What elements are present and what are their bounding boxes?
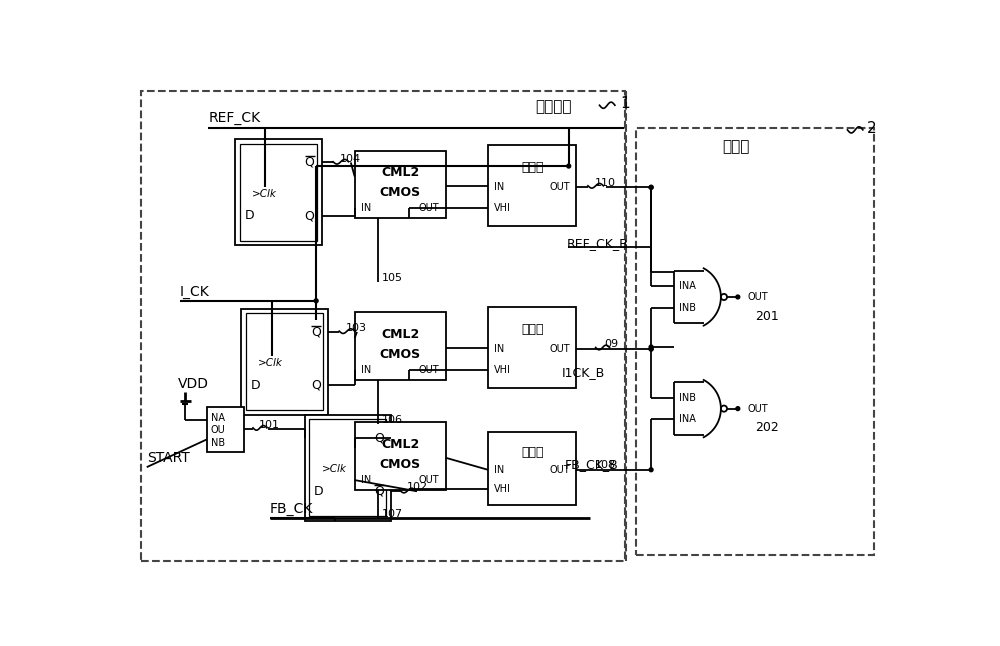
- Text: 105: 105: [382, 273, 403, 283]
- Text: I1CK_B: I1CK_B: [562, 366, 605, 379]
- Text: Q: Q: [374, 484, 384, 498]
- Bar: [246, 313, 323, 410]
- Bar: [488, 432, 576, 505]
- Text: D: D: [314, 484, 323, 498]
- Text: IN: IN: [361, 365, 371, 375]
- Text: Q: Q: [374, 432, 384, 444]
- Circle shape: [567, 164, 571, 168]
- Text: CML2: CML2: [381, 166, 419, 179]
- Text: FB_CK_B: FB_CK_B: [565, 458, 619, 472]
- Bar: [207, 407, 244, 452]
- Bar: [141, 91, 625, 561]
- Text: 缓冲器: 缓冲器: [521, 446, 543, 459]
- Text: OUT: OUT: [550, 182, 570, 193]
- Text: CMOS: CMOS: [380, 458, 421, 471]
- Bar: [636, 127, 874, 555]
- Text: I_CK: I_CK: [180, 285, 210, 298]
- Text: INB: INB: [679, 303, 696, 313]
- Text: 102: 102: [407, 483, 428, 492]
- Text: CML2: CML2: [381, 437, 419, 451]
- Text: IN: IN: [494, 464, 504, 475]
- Text: >Clk: >Clk: [252, 189, 277, 199]
- Text: 108: 108: [594, 460, 615, 470]
- Circle shape: [649, 347, 653, 351]
- Text: Q: Q: [305, 156, 314, 169]
- Text: 101: 101: [259, 420, 280, 430]
- Circle shape: [649, 347, 653, 351]
- Bar: [488, 307, 576, 388]
- Text: INB: INB: [679, 393, 696, 403]
- Text: FB_CK: FB_CK: [270, 502, 313, 516]
- Text: VHI: VHI: [494, 203, 511, 213]
- Text: 2: 2: [867, 121, 876, 136]
- Text: NB: NB: [211, 437, 225, 448]
- Text: 鉴相器: 鉴相器: [722, 140, 749, 154]
- Circle shape: [649, 345, 653, 349]
- Circle shape: [649, 185, 653, 189]
- Text: Q: Q: [311, 326, 321, 339]
- Text: D: D: [245, 209, 254, 222]
- Text: OUT: OUT: [419, 203, 439, 213]
- Text: 202: 202: [755, 421, 779, 434]
- Text: 104: 104: [339, 154, 361, 163]
- Text: OUT: OUT: [419, 475, 439, 485]
- Circle shape: [649, 468, 653, 472]
- Circle shape: [736, 407, 740, 411]
- Text: START: START: [147, 451, 190, 465]
- Text: VDD: VDD: [178, 377, 209, 391]
- Text: 201: 201: [755, 309, 779, 323]
- Text: VHI: VHI: [494, 365, 511, 375]
- Bar: [240, 144, 317, 241]
- Text: CMOS: CMOS: [380, 186, 421, 199]
- Bar: [309, 419, 386, 516]
- Text: OUT: OUT: [747, 404, 768, 413]
- Text: 1: 1: [620, 96, 630, 111]
- Text: 107: 107: [382, 509, 403, 519]
- Text: 启动电路: 启动电路: [536, 99, 572, 114]
- Text: OUT: OUT: [747, 292, 768, 302]
- Circle shape: [314, 299, 318, 303]
- Text: NA: NA: [211, 413, 225, 423]
- Text: 110: 110: [594, 178, 615, 188]
- Circle shape: [649, 185, 653, 189]
- Bar: [355, 313, 446, 380]
- Text: REF_CK_B: REF_CK_B: [566, 236, 628, 249]
- Text: CML2: CML2: [381, 328, 419, 340]
- Bar: [355, 422, 446, 490]
- Text: CMOS: CMOS: [380, 348, 421, 361]
- Text: INA: INA: [679, 281, 696, 291]
- Text: IN: IN: [494, 344, 504, 354]
- Text: >Clk: >Clk: [322, 464, 346, 474]
- Text: Q: Q: [311, 379, 321, 391]
- Text: Q: Q: [305, 209, 314, 222]
- Text: OU: OU: [211, 425, 225, 435]
- Bar: [241, 309, 328, 415]
- Text: IN: IN: [494, 182, 504, 193]
- Text: D: D: [251, 379, 260, 391]
- Bar: [355, 151, 446, 218]
- Text: VHI: VHI: [494, 484, 511, 494]
- Text: 106: 106: [382, 415, 403, 425]
- Text: 缓冲器: 缓冲器: [521, 162, 543, 174]
- Text: 09: 09: [604, 339, 618, 349]
- Text: 缓冲器: 缓冲器: [521, 323, 543, 336]
- Bar: [305, 415, 391, 521]
- Text: REF_CK: REF_CK: [208, 110, 260, 125]
- Bar: [488, 145, 576, 226]
- Text: INA: INA: [679, 414, 696, 424]
- Bar: [235, 139, 322, 245]
- Text: >Clk: >Clk: [258, 358, 283, 368]
- Text: 103: 103: [346, 323, 367, 333]
- Text: OUT: OUT: [550, 464, 570, 475]
- Text: OUT: OUT: [550, 344, 570, 354]
- Text: IN: IN: [361, 203, 371, 213]
- Text: IN: IN: [361, 475, 371, 485]
- Text: OUT: OUT: [419, 365, 439, 375]
- Circle shape: [736, 295, 740, 299]
